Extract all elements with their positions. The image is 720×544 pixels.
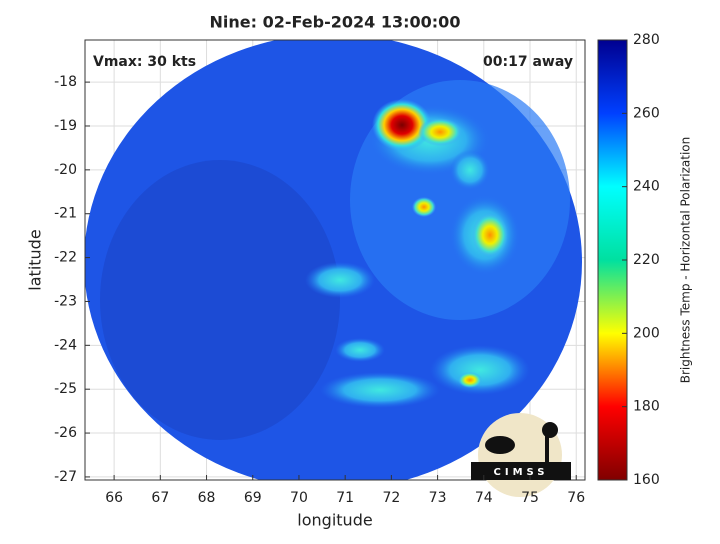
y-tick-label: -27 <box>54 469 77 485</box>
y-tick-label: -22 <box>54 250 77 266</box>
x-axis-label: longitude <box>297 511 372 530</box>
y-tick-label: -19 <box>54 118 77 134</box>
colorbar-tick-label: 220 <box>633 252 660 268</box>
y-tick-label: -23 <box>54 293 77 309</box>
x-tick-label: 68 <box>198 490 216 506</box>
colorbar-tick-label: 240 <box>633 179 660 195</box>
colorbar-tick-label: 280 <box>633 32 660 48</box>
x-tick-label: 69 <box>244 490 262 506</box>
logo: CIMSS <box>471 413 571 497</box>
x-tick-label: 72 <box>382 490 400 506</box>
colorbar-label: Brightness Temp - Horizontal Polarizatio… <box>679 137 693 384</box>
y-tick-label: -26 <box>54 425 77 441</box>
colorbar-tick-label: 260 <box>633 105 660 121</box>
x-tick-label: 70 <box>290 490 308 506</box>
y-tick-label: -20 <box>54 162 77 178</box>
x-tick-label: 71 <box>336 490 354 506</box>
y-tick-label: -21 <box>54 206 77 222</box>
colorbar-tick-label: 160 <box>633 472 660 488</box>
colorbar-tick-label: 200 <box>633 325 660 341</box>
chart-title: Nine: 02-Feb-2024 13:00:00 <box>210 13 461 32</box>
x-tick-label: 66 <box>105 490 123 506</box>
colorbar-tick-label: 180 <box>633 399 660 415</box>
annotation: Vmax: 30 kts <box>93 54 196 70</box>
y-tick-label: -25 <box>54 381 77 397</box>
plot-frame <box>84 39 586 481</box>
y-tick-label: -18 <box>54 74 77 90</box>
annotation: 00:17 away <box>483 54 573 70</box>
y-axis-label: latitude <box>26 229 45 290</box>
x-tick-label: 73 <box>429 490 447 506</box>
x-tick-label: 76 <box>567 490 585 506</box>
y-tick-label: -24 <box>54 337 77 353</box>
x-tick-label: 67 <box>151 490 169 506</box>
x-tick-label: 75 <box>521 490 539 506</box>
x-tick-label: 74 <box>475 490 493 506</box>
brightness-image <box>85 40 582 480</box>
logo-text: CIMSS <box>494 467 549 478</box>
